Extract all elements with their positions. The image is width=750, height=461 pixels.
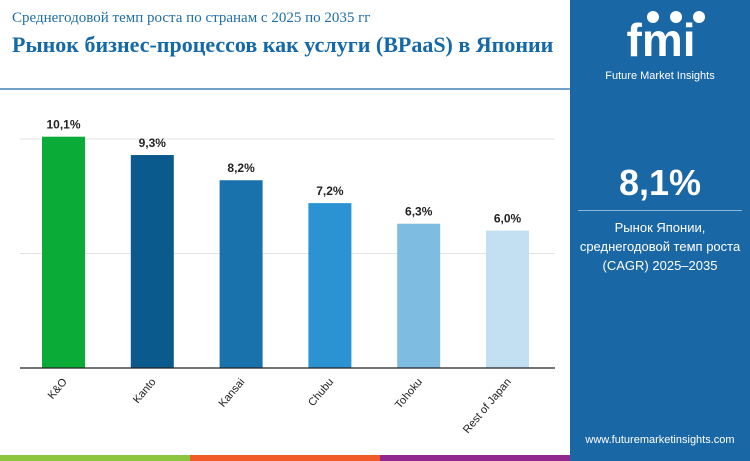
logo-globe-icon (647, 11, 659, 23)
bar-5 (486, 230, 529, 368)
chart-subtitle: Среднегодовой темп роста по странам с 20… (12, 10, 371, 26)
x-tick-label: Kanto (131, 376, 159, 406)
website-link[interactable]: www.futuremarketinsights.com (585, 434, 735, 446)
stripe-green (0, 455, 190, 461)
title-divider (0, 88, 570, 90)
data-label: 10,1% (46, 118, 80, 132)
stripe-purple (380, 455, 570, 461)
logo-letters: fmi (627, 14, 696, 66)
bar-3 (308, 203, 352, 368)
fmi-logo: fmi (627, 11, 705, 66)
cagr-value: 8,1% (618, 162, 702, 203)
data-label: 7,2% (316, 184, 344, 198)
bar-2 (219, 180, 263, 368)
x-tick-label: Kansai (217, 376, 248, 409)
stripe-orange (190, 455, 380, 461)
bar-4 (397, 223, 441, 368)
data-label: 9,3% (139, 136, 167, 150)
chart-title: Рынок бизнес-процессов как услуги (BPaaS… (12, 32, 554, 57)
data-label: 6,3% (405, 205, 433, 219)
data-label: 6,0% (494, 212, 522, 226)
x-tick-label: K&O (46, 376, 70, 402)
logo-globe-icon (693, 11, 705, 23)
x-tick-label: Tohoku (393, 376, 425, 411)
bar-0 (42, 136, 85, 368)
panel-divider (578, 210, 742, 211)
logo-text: Future Market Insights (605, 70, 715, 82)
cagr-label: Рынок Японии, среднегодовой темп роста (… (579, 220, 741, 273)
bar-chart: 10,1% K&O 9,3% Kanto 8,2% Kansai 7,2% Chubu 6,3%… (20, 118, 555, 436)
x-tick-label: Chubu (306, 376, 336, 409)
x-tick-label: Rest of Japan (461, 376, 514, 436)
logo-globe-icon (670, 11, 682, 23)
side-panel: fmi Future Market Insights 8,1% Рынок Яп… (570, 0, 750, 461)
data-label: 8,2% (227, 161, 255, 175)
bar-1 (130, 155, 174, 368)
